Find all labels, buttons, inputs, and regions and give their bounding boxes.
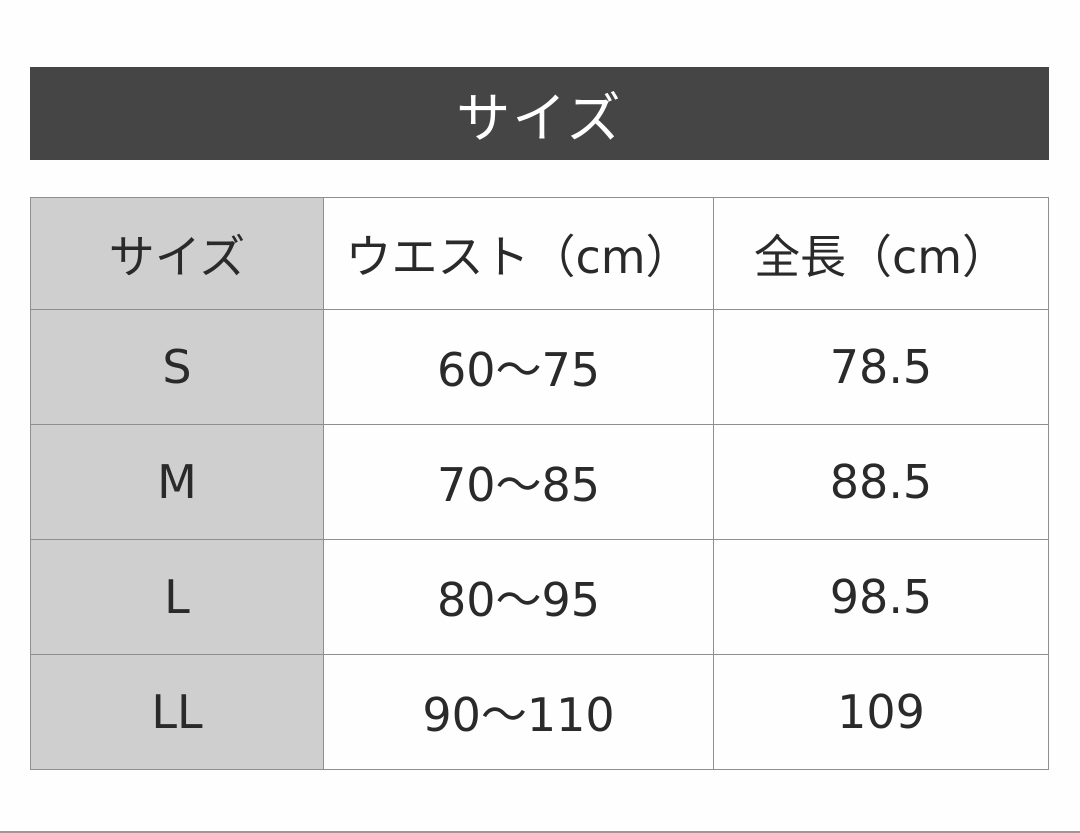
table-header-row: サイズ ウエスト（cm） 全長（cm）: [30, 197, 1049, 310]
table-row: M 70〜85 88.5: [30, 424, 1049, 540]
bottom-divider: [0, 831, 1080, 833]
length-cell: 88.5: [713, 424, 1049, 540]
size-cell: S: [30, 309, 324, 425]
table-row: LL 90〜110 109: [30, 654, 1049, 770]
length-cell: 78.5: [713, 309, 1049, 425]
waist-cell: 80〜95: [323, 539, 714, 655]
header-waist: ウエスト（cm）: [323, 197, 714, 310]
table-row: S 60〜75 78.5: [30, 309, 1049, 425]
title-bar: サイズ: [30, 67, 1049, 160]
size-cell: LL: [30, 654, 324, 770]
table-row: L 80〜95 98.5: [30, 539, 1049, 655]
size-cell: L: [30, 539, 324, 655]
header-size: サイズ: [30, 197, 324, 310]
page-title: サイズ: [456, 87, 623, 150]
waist-cell: 70〜85: [323, 424, 714, 540]
length-cell: 98.5: [713, 539, 1049, 655]
header-length: 全長（cm）: [713, 197, 1049, 310]
waist-cell: 90〜110: [323, 654, 714, 770]
size-cell: M: [30, 424, 324, 540]
length-cell: 109: [713, 654, 1049, 770]
size-table: サイズ ウエスト（cm） 全長（cm） S 60〜75 78.5 M 70〜85…: [30, 197, 1049, 770]
waist-cell: 60〜75: [323, 309, 714, 425]
